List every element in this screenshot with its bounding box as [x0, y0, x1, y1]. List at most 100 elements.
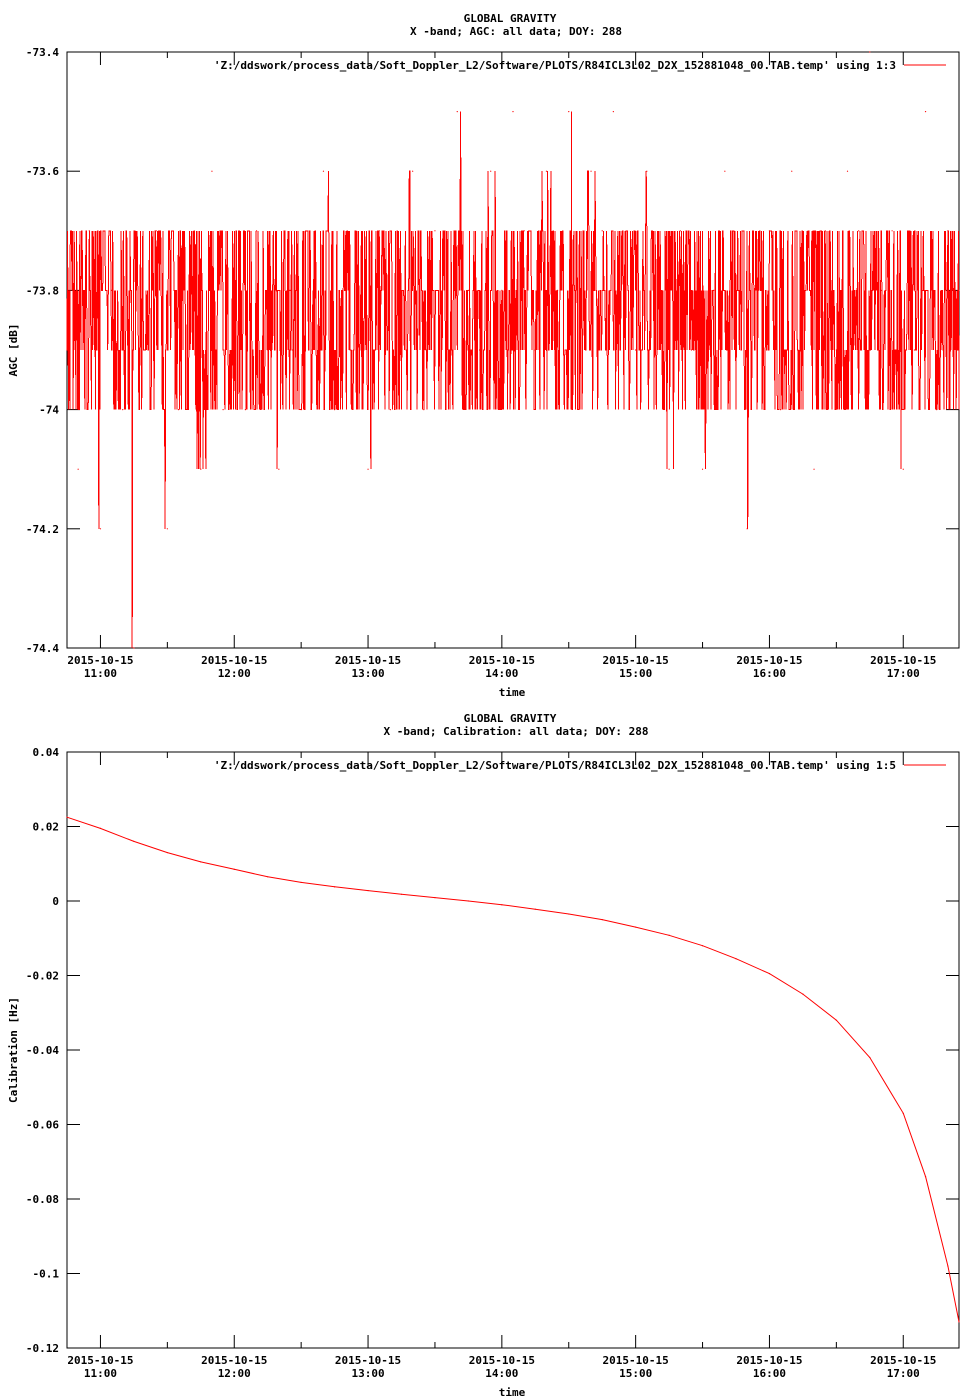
x-tick-label-time: 16:00 [753, 667, 786, 680]
x-tick-label-date: 2015-10-15 [201, 654, 267, 667]
y-tick-label: -74.4 [26, 642, 59, 655]
legend-label: 'Z:/ddswork/process_data/Soft_Doppler_L2… [214, 759, 896, 772]
data-point [880, 289, 882, 291]
data-point [780, 409, 782, 411]
y-tick-label: -0.08 [26, 1193, 59, 1206]
y-axis-label: AGC [dB] [7, 324, 20, 377]
data-point [724, 170, 726, 172]
x-tick-label-time: 17:00 [887, 667, 920, 680]
data-point [255, 230, 258, 232]
data-point [133, 647, 135, 649]
data-point [334, 409, 336, 411]
data-point [378, 230, 380, 232]
x-tick-label-time: 12:00 [218, 667, 251, 680]
series-line [66, 111, 960, 649]
series-line [66, 816, 960, 1322]
data-point [356, 349, 358, 351]
data-point [389, 409, 391, 411]
data-point [835, 1019, 837, 1021]
x-tick-label-time: 14:00 [485, 1367, 518, 1380]
data-point [958, 289, 960, 291]
data-point [735, 958, 737, 960]
data-point [947, 230, 949, 232]
data-point [657, 289, 659, 291]
data-point [512, 111, 514, 113]
x-axis-label: time [499, 1386, 526, 1399]
data-point [400, 893, 403, 895]
data-point [869, 1056, 871, 1059]
data-point [144, 349, 146, 351]
legend: 'Z:/ddswork/process_data/Soft_Doppler_L2… [214, 759, 946, 772]
data-point [936, 409, 938, 411]
x-tick-label-time: 15:00 [619, 1367, 652, 1380]
x-tick-label-date: 2015-10-15 [870, 654, 936, 667]
data-point [601, 230, 603, 232]
data-point [300, 881, 302, 883]
x-tick-label-date: 2015-10-15 [469, 654, 535, 667]
data-point [501, 904, 503, 906]
data-point [713, 289, 715, 291]
data-point [88, 230, 90, 232]
data-point [891, 230, 893, 232]
data-point [523, 230, 525, 232]
data-point [166, 528, 168, 530]
data-point [456, 111, 458, 113]
x-axis-label: time [499, 686, 526, 699]
data-point [467, 900, 469, 902]
legend: 'Z:/ddswork/process_data/Soft_Doppler_L2… [214, 59, 946, 72]
data-point [568, 913, 570, 915]
y-axis-label: Calibration [Hz] [7, 997, 20, 1103]
calibration-chart: GLOBAL GRAVITY X -band; Calibration: all… [7, 712, 960, 1399]
data-point [612, 111, 614, 113]
x-tick-label-time: 16:00 [753, 1367, 786, 1380]
y-tick-label: 0 [52, 895, 59, 908]
data-point [746, 528, 748, 530]
y-tick-label: -73.4 [26, 46, 59, 59]
data-point [233, 868, 235, 870]
data-point [189, 289, 191, 291]
data-point [267, 349, 269, 351]
y-tick-label: -73.6 [26, 165, 59, 178]
x-tick-label-date: 2015-10-15 [736, 654, 802, 667]
y-tick-label: -73.8 [26, 284, 59, 297]
x-tick-label-time: 11:00 [84, 1367, 117, 1380]
x-tick-label-time: 17:00 [887, 1367, 920, 1380]
data-point [545, 170, 548, 172]
data-point [478, 349, 481, 351]
data-point [534, 349, 536, 351]
y-tick-label: -0.04 [26, 1044, 59, 1057]
data-point [601, 919, 603, 921]
data-point [367, 889, 369, 892]
x-ticks: 2015-10-1511:002015-10-1512:002015-10-15… [67, 752, 936, 1380]
data-point [902, 1112, 904, 1114]
data-point [858, 230, 860, 232]
data-point [334, 886, 336, 888]
x-tick-label-date: 2015-10-15 [736, 1354, 802, 1367]
data-point [646, 170, 648, 172]
series-area [66, 816, 960, 1323]
data-point [824, 230, 826, 232]
data-point [501, 289, 503, 291]
data-point [579, 349, 581, 351]
chart-subtitle: X -band; Calibration: all data; DOY: 288 [384, 725, 649, 738]
data-point [367, 468, 369, 470]
x-tick-label-time: 13:00 [351, 667, 384, 680]
data-point [768, 230, 771, 232]
x-tick-label-time: 15:00 [619, 667, 652, 680]
chart-subtitle: X -band; AGC: all data; DOY: 288 [410, 25, 622, 38]
data-point [289, 289, 291, 291]
data-point [99, 827, 102, 829]
x-tick-label-date: 2015-10-15 [469, 1354, 535, 1367]
data-point [924, 1176, 927, 1178]
y-tick-label: -74.2 [26, 523, 59, 536]
data-point [412, 170, 414, 172]
data-point [757, 289, 759, 291]
y-tick-label: -74 [39, 404, 59, 417]
x-tick-label-date: 2015-10-15 [335, 1354, 401, 1367]
x-tick-label-date: 2015-10-15 [67, 1354, 133, 1367]
data-point [701, 945, 704, 947]
x-tick-label-time: 13:00 [351, 1367, 384, 1380]
y-ticks: 0.04 0.02 0 -0.02 -0.04 -0.06 -0.08 -0.1 -0.12 [26, 746, 959, 1355]
data-point [568, 111, 570, 113]
